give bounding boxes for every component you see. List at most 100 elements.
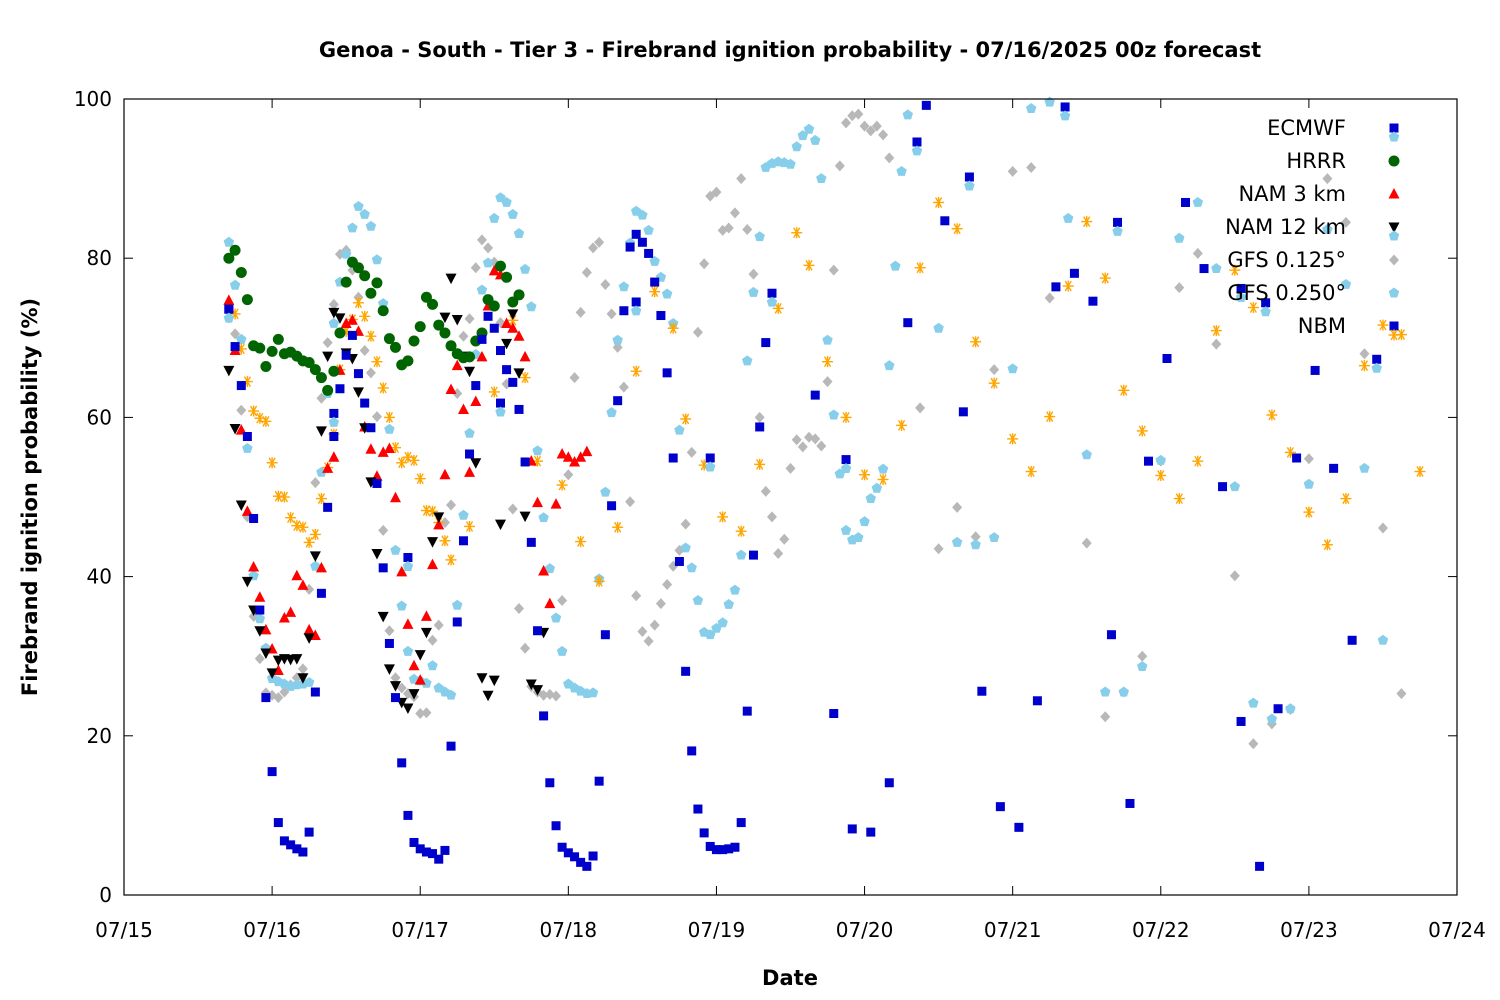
data-point xyxy=(576,857,586,867)
y-tick-label: 40 xyxy=(87,565,112,589)
data-point xyxy=(841,117,852,129)
data-point xyxy=(779,533,790,545)
data-point xyxy=(328,365,340,377)
data-point xyxy=(371,277,383,289)
data-point xyxy=(415,844,425,854)
data-point xyxy=(556,479,568,491)
data-point xyxy=(797,130,809,141)
data-point xyxy=(699,828,709,838)
data-point xyxy=(600,278,611,290)
data-point xyxy=(1100,711,1111,723)
data-point xyxy=(309,629,321,641)
data-point xyxy=(359,208,370,219)
data-point xyxy=(661,288,673,299)
data-point xyxy=(791,141,802,152)
data-point xyxy=(594,776,604,786)
data-point xyxy=(1359,348,1370,360)
data-point xyxy=(1118,384,1130,396)
data-point xyxy=(1292,453,1302,463)
data-point xyxy=(260,415,272,427)
data-point xyxy=(557,594,568,606)
data-point xyxy=(581,267,592,279)
data-point xyxy=(458,536,468,546)
data-point xyxy=(717,617,728,628)
data-point xyxy=(310,560,321,571)
data-point xyxy=(470,395,482,406)
data-point xyxy=(365,330,377,342)
data-point xyxy=(445,383,457,395)
data-point xyxy=(1125,798,1135,808)
data-point xyxy=(353,369,363,379)
x-tick-label: 07/24 xyxy=(1428,918,1486,942)
data-point xyxy=(383,664,395,675)
data-point xyxy=(644,248,654,258)
data-point xyxy=(451,314,463,326)
data-point xyxy=(662,368,672,378)
data-point xyxy=(1321,539,1333,551)
data-point xyxy=(309,528,321,540)
data-point xyxy=(1340,493,1352,505)
data-point xyxy=(507,296,519,308)
data-point xyxy=(1210,325,1222,337)
data-point xyxy=(501,317,513,328)
data-point xyxy=(403,552,413,562)
data-point xyxy=(803,259,815,271)
data-point xyxy=(822,356,834,368)
data-point xyxy=(482,690,494,702)
data-point xyxy=(723,598,734,609)
data-point xyxy=(674,556,684,566)
data-point xyxy=(427,660,438,671)
data-point xyxy=(389,681,401,692)
x-tick-label: 07/19 xyxy=(688,918,746,942)
data-point xyxy=(1248,697,1259,708)
data-point-secondary xyxy=(1059,110,1071,121)
data-point-secondary xyxy=(223,312,235,323)
data-point xyxy=(643,635,654,647)
data-point xyxy=(434,854,444,864)
data-point xyxy=(637,237,647,247)
data-point xyxy=(241,294,253,306)
data-point xyxy=(977,686,987,696)
data-point xyxy=(1062,280,1074,292)
data-point xyxy=(335,384,345,394)
data-point xyxy=(618,381,629,393)
data-point-secondary xyxy=(911,145,923,156)
data-point xyxy=(229,244,241,256)
data-point xyxy=(427,298,439,310)
data-point xyxy=(816,440,827,452)
data-point xyxy=(420,627,432,639)
data-point xyxy=(1051,282,1061,292)
legend-marker xyxy=(1388,155,1400,167)
data-point xyxy=(767,288,777,298)
data-point xyxy=(428,849,438,859)
data-point xyxy=(1155,454,1167,465)
data-point xyxy=(439,327,451,339)
data-point xyxy=(582,861,592,871)
data-point-secondary xyxy=(840,463,852,474)
data-point xyxy=(328,451,340,462)
data-point xyxy=(1069,268,1079,278)
data-point xyxy=(1347,635,1357,645)
data-point xyxy=(828,409,839,420)
data-point xyxy=(699,258,710,270)
data-point xyxy=(488,264,500,276)
data-point xyxy=(303,623,315,635)
data-point xyxy=(303,676,315,687)
legend-label: GFS 0.250° xyxy=(1227,281,1346,305)
data-point xyxy=(384,625,395,637)
data-point xyxy=(1173,493,1185,505)
data-point xyxy=(686,562,697,573)
data-point xyxy=(1229,481,1241,492)
data-point xyxy=(378,563,388,573)
data-point xyxy=(292,844,302,854)
data-point xyxy=(766,511,777,523)
data-point xyxy=(704,629,716,640)
data-point xyxy=(507,503,518,515)
data-point xyxy=(612,521,624,533)
data-point xyxy=(618,281,630,292)
data-point xyxy=(912,137,922,147)
data-point xyxy=(513,228,525,238)
data-point xyxy=(1248,738,1259,750)
data-point xyxy=(772,302,784,314)
